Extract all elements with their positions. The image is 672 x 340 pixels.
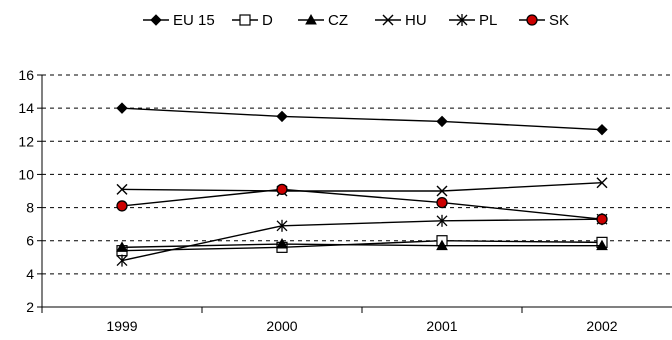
y-tick-label: 12 <box>18 133 34 149</box>
x-tick-label: 2002 <box>586 318 617 334</box>
legend-item-cz: CZ <box>298 12 348 29</box>
series-line-cz <box>121 243 602 249</box>
data-point-pl <box>436 214 448 227</box>
data-point-cz <box>596 239 608 251</box>
legend-label: EU 15 <box>173 12 215 29</box>
y-tick-label: 14 <box>18 100 34 116</box>
legend: EU 15 D CZ HU PL SK <box>143 12 569 29</box>
data-point-pl <box>276 219 288 232</box>
data-point-sk <box>276 183 288 195</box>
y-tick-label: 10 <box>18 166 34 182</box>
x-marker-stroke <box>382 14 394 26</box>
data-point-eu-15 <box>116 102 128 114</box>
data-point-sk <box>596 213 608 225</box>
data-point-cz <box>116 241 128 252</box>
y-tick-label: 16 <box>18 67 34 83</box>
y-tick-label: 6 <box>26 233 34 249</box>
legend-label: D <box>262 12 273 29</box>
series-cz <box>116 237 608 252</box>
series-pl <box>116 213 608 267</box>
y-tick-label: 2 <box>26 299 34 315</box>
x-tick-label: 2000 <box>266 318 297 334</box>
legend-label: SK <box>549 12 569 29</box>
y-tick-label: 8 <box>26 200 34 216</box>
series-sk <box>116 183 608 225</box>
triangle-marker <box>305 13 317 25</box>
data-point-sk <box>436 196 448 209</box>
legend-item-d: D <box>232 12 273 29</box>
legend-label: HU <box>405 12 427 29</box>
gridlines <box>42 74 672 275</box>
x-marker <box>382 14 394 26</box>
series-layer <box>116 102 608 267</box>
data-point-eu-15 <box>436 115 448 128</box>
series-line-sk <box>121 188 603 220</box>
x-tick-labels: 1999 2000 2001 2002 <box>106 318 617 334</box>
data-point-cz <box>436 239 448 251</box>
data-point-eu-15 <box>276 110 288 123</box>
legend-item-sk: SK <box>519 12 569 29</box>
square-marker <box>239 14 251 26</box>
y-tick-labels: 2 4 6 8 10 12 14 16 <box>18 67 34 315</box>
series-line-eu-15 <box>121 107 603 131</box>
x-marker-stroke <box>116 183 128 195</box>
circle-marker <box>526 14 538 26</box>
axes <box>37 74 672 313</box>
data-point-cz <box>276 237 288 249</box>
diamond-marker <box>150 14 162 26</box>
legend-label: PL <box>479 12 497 29</box>
series-line-d <box>121 240 603 252</box>
series-line-hu <box>121 182 603 192</box>
series-eu-15 <box>116 102 608 136</box>
data-point-eu-15 <box>596 123 608 136</box>
data-point-pl <box>116 254 128 267</box>
legend-label: CZ <box>328 12 348 29</box>
legend-item-eu-15: EU 15 <box>143 12 215 29</box>
series-line-pl <box>121 218 603 262</box>
series-hu <box>116 177 608 197</box>
star-marker <box>456 14 468 26</box>
x-marker-stroke <box>596 177 608 189</box>
data-point-hu <box>596 177 608 189</box>
x-tick-label: 2001 <box>426 318 457 334</box>
data-point-sk <box>116 200 128 212</box>
legend-item-pl: PL <box>449 12 497 29</box>
data-point-hu <box>116 183 128 195</box>
x-tick-label: 1999 <box>106 318 137 334</box>
data-point-hu <box>436 185 448 197</box>
y-tick-label: 4 <box>26 266 34 282</box>
x-marker-stroke <box>436 185 448 197</box>
legend-item-hu: HU <box>375 12 427 29</box>
